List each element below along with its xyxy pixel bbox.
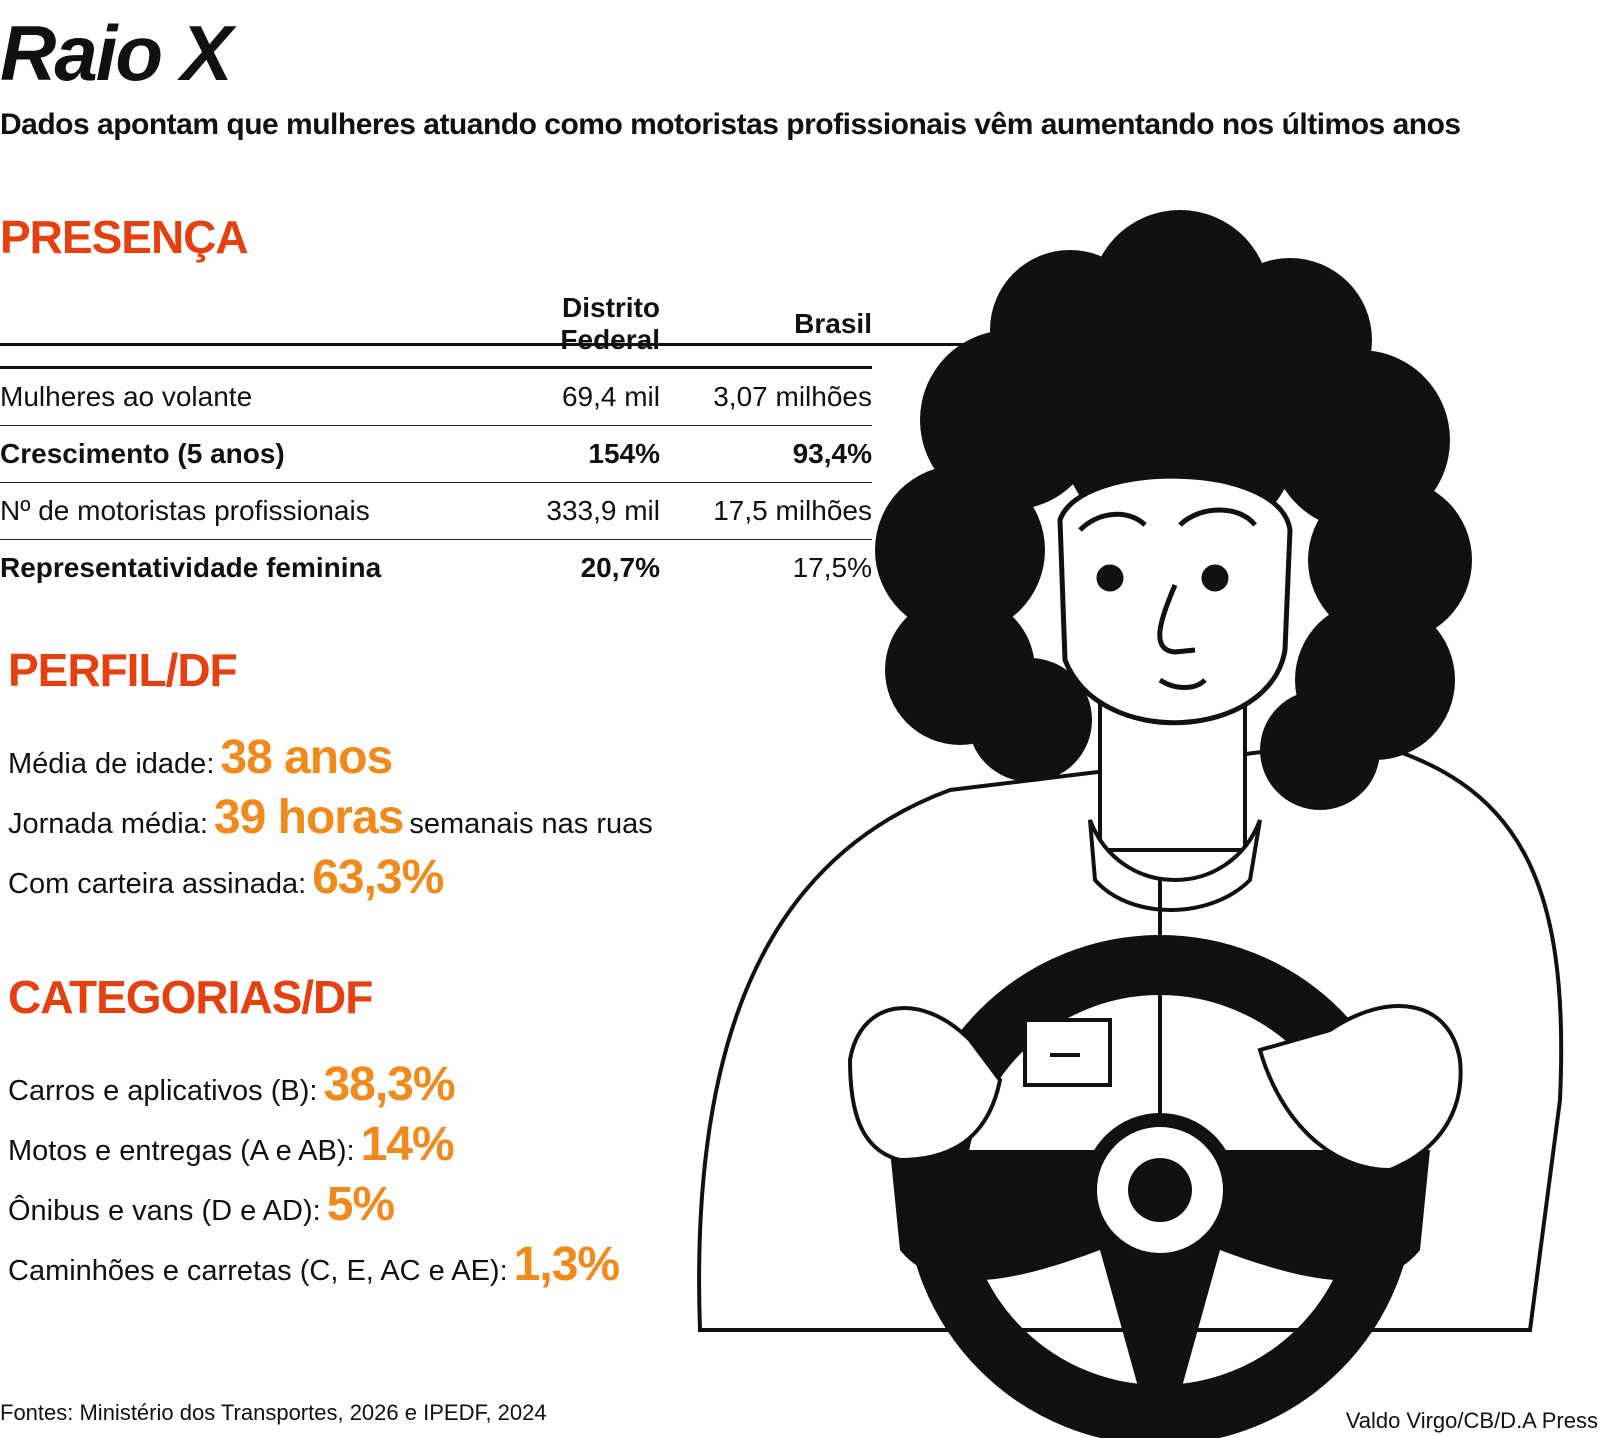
drawing-part [1096,564,1124,592]
hands [847,1004,1463,1173]
row-label: Nº de motoristas profissionais [0,482,460,540]
drawing-part [847,1005,1003,1163]
eyebrow [1078,511,1147,532]
rule [0,343,1010,346]
section-heading: CATEGORIAS/DF [8,971,373,1023]
title: Raio X [0,9,233,97]
item: Média de idade: 38 anos [8,730,398,785]
face-shape [1057,473,1293,726]
cell-value: 20,7% [460,539,660,596]
cell-value: 17,5% [660,539,872,596]
item: Jornada média: 39 horas semanais nas ruas [8,790,653,845]
item-value: 38 anos [220,731,393,784]
wheel-hub [890,1150,1430,1430]
drawing-part [1128,1158,1192,1222]
steering-wheel [890,935,1430,1438]
cell-value: 17,5 milhões [660,482,872,540]
drawing-part [1257,1004,1463,1173]
item: Com carteira assinada: 63,3% [8,850,449,905]
mouth [1158,677,1207,690]
column-header: Brasil [794,308,872,339]
credit: Valdo Virgo/CB/D.A Press [1345,1408,1598,1433]
item-label: Jornada média: [8,808,208,840]
item-label: Motos e entregas (A e AB): [8,1135,355,1167]
cell-value: 154% [460,425,660,483]
item: Motos e entregas (A e AB): 14% [8,1117,460,1172]
item: Carros e aplicativos (B): 38,3% [8,1057,461,1112]
drawing-part [968,658,1092,782]
drawing-part [1260,690,1380,810]
item: Caminhões e carretas (C, E, AC e AE): 1,3… [8,1237,625,1292]
badge [1023,1018,1112,1087]
item-label: Com carteira assinada: [8,868,307,900]
table-row: Nº de motoristas profissionais 333,9 mil 1… [0,482,872,540]
item-value: 39 horas [213,791,404,844]
hair [875,210,1472,810]
row-label: Representatividade feminina [0,539,460,596]
column-header: Distrito Federal [560,292,660,355]
table-row: Representatividade feminina 20,7% 17,5% [0,539,872,596]
nose [1157,584,1196,655]
collar [1088,819,1262,912]
table-row: Crescimento (5 anos) 154% 93,4% [0,425,872,483]
cell-value: 3,07 milhões [713,381,872,412]
row-label: Crescimento (5 anos) [0,425,460,483]
presence-table: Distrito Federal Brasil Mulheres ao vola… [0,292,872,596]
item-label: Carros e aplicativos (B): [8,1075,318,1107]
face [1057,473,1293,726]
item-value: 5% [326,1178,395,1231]
cell-value: 93,4% [660,425,872,483]
section-heading: PERFIL/DF [8,644,238,696]
drawing-part [1308,478,1472,642]
item-label: Ônibus e vans (D e AD): [8,1195,321,1227]
subtitle: Dados apontam que mulheres atuando como … [0,108,1461,141]
row-label: Mulheres ao volante [0,381,253,412]
item-value: 38,3% [323,1058,455,1111]
item-value: 63,3% [312,851,444,904]
item-value: 1,3% [513,1238,620,1291]
source: Fontes: Ministério dos Transportes, 2026… [0,1400,547,1425]
section-heading: PRESENÇA [0,211,249,263]
item-value: 14% [360,1118,455,1171]
table-body: Mulheres ao volante 69,4 mil 3,07 milhões C… [0,368,872,596]
item-suffix: semanais nas ruas [409,808,653,840]
item: Ônibus e vans (D e AD): 5% [8,1177,400,1232]
item-label: Média de idade: [8,748,215,780]
cell-value: 333,9 mil [460,482,660,540]
drawing-part [875,465,1045,635]
drawing-part [1201,564,1229,592]
cell-value: 69,4 mil [561,381,660,412]
item-label: Caminhões e carretas (C, E, AC e AE): [8,1255,508,1287]
eyebrow [1178,507,1257,527]
table-row: Mulheres ao volante 69,4 mil 3,07 milhões [0,368,872,426]
